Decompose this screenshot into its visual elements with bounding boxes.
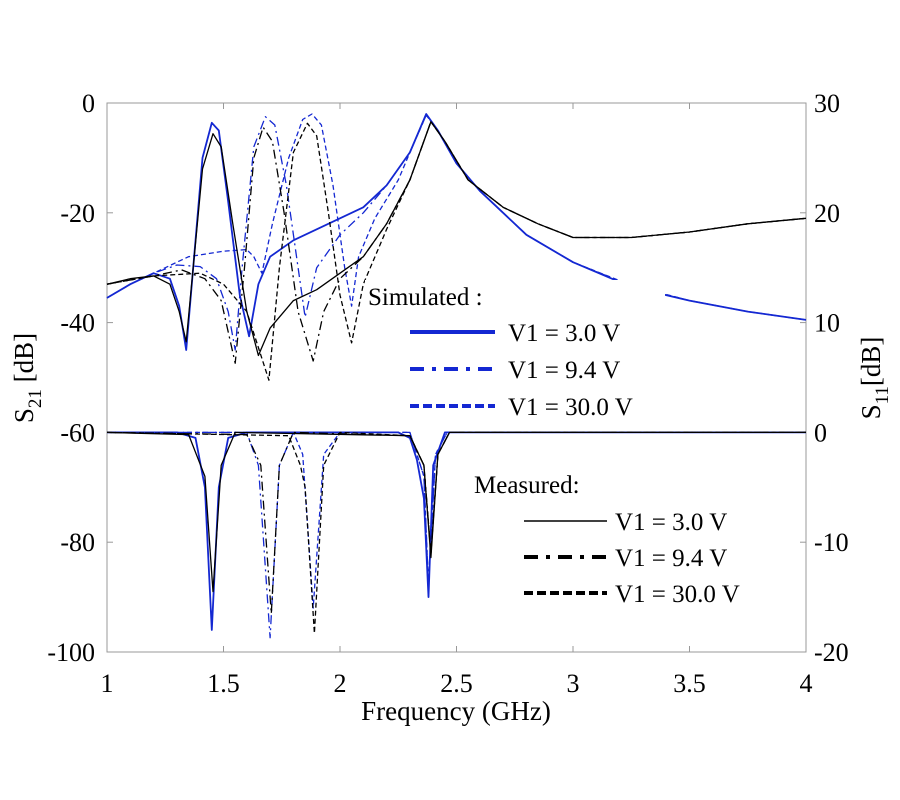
x-tick-label: 2 — [334, 669, 347, 698]
y-left-tick-label: -20 — [60, 199, 95, 228]
y-axis-right-label: S11[dB] — [856, 337, 893, 420]
y-left-tick-label: -60 — [60, 418, 95, 447]
y-right-tick-label: -20 — [814, 638, 849, 667]
legend-label: V1 = 3.0 V — [508, 320, 620, 347]
legend-simulated-title: Simulated : — [368, 284, 483, 311]
s21-curve-measured-19-4v — [106, 121, 807, 364]
s21-curve-measured-13-0v — [106, 121, 807, 357]
x-tick-label: 1 — [101, 669, 114, 698]
s11-curve-measured-19-4v — [106, 431, 806, 615]
y-right-tick-label: 10 — [814, 309, 840, 338]
legend-label: V1 = 30.0 V — [615, 581, 740, 608]
y-right-tick-label: 0 — [814, 418, 827, 447]
s21-curve-simulated-13-0v — [106, 113, 807, 351]
ticks: 1 1.5 2 2.5 3 3.5 4 0 -20 -40 -60 -80 -100 30 20 10 0 -10… — [47, 89, 848, 698]
y-right-tick-label: -10 — [814, 528, 849, 557]
x-tick-label: 3 — [567, 669, 580, 698]
s21-curve-measured-130-0v — [106, 121, 807, 381]
y-left-tick-label: -40 — [60, 309, 95, 338]
x-tick-label: 3.5 — [673, 669, 706, 698]
y-axis-left-label: S21 [dB] — [9, 333, 46, 423]
x-tick-label: 2.5 — [440, 669, 473, 698]
s21-curve-simulated-130-0v — [106, 113, 807, 321]
legend: Simulated : Measured: V1 = 3.0 V V1 = 9.4… — [365, 280, 790, 610]
s21-curve-simulated-19-4v — [106, 114, 807, 351]
y-right-tick-label: 20 — [814, 199, 840, 228]
y-left-tick-label: 0 — [82, 89, 95, 118]
legend-label: V1 = 30.0 V — [508, 394, 633, 421]
x-axis-label: Frequency (GHz) — [361, 696, 551, 726]
s11-curve-measured-130-0v — [106, 431, 806, 634]
x-tick-label: 4 — [800, 669, 813, 698]
legend-label: V1 = 9.4 V — [508, 357, 620, 384]
y-left-tick-label: -100 — [47, 638, 95, 667]
legend-label: V1 = 3.0 V — [615, 509, 727, 536]
legend-measured-title: Measured: — [474, 472, 580, 499]
y-left-tick-label: -80 — [60, 528, 95, 557]
s11-curve-simulated-130-0v — [107, 431, 806, 609]
y-right-tick-label: 30 — [814, 89, 840, 118]
legend-label: V1 = 9.4 V — [615, 545, 727, 572]
x-tick-label: 1.5 — [207, 669, 240, 698]
curves — [106, 113, 807, 639]
